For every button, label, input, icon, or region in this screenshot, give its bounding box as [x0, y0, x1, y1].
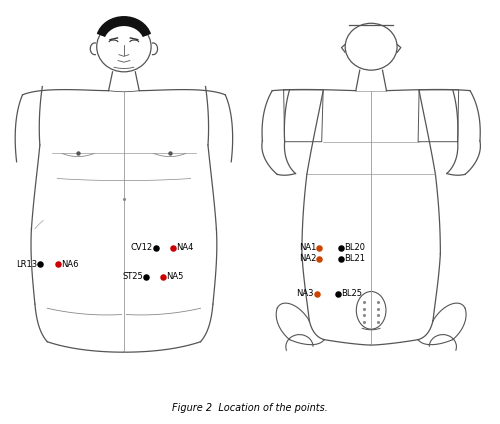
Point	[360, 298, 368, 305]
Point	[160, 273, 168, 280]
Point	[338, 256, 345, 262]
Point	[360, 305, 368, 312]
Point	[374, 312, 382, 319]
Point	[120, 196, 128, 203]
Point	[360, 312, 368, 319]
Point	[315, 256, 323, 262]
Text: ST25: ST25	[122, 272, 143, 282]
Text: BL21: BL21	[344, 254, 366, 263]
Point	[166, 150, 174, 157]
Point	[338, 244, 345, 251]
Point	[152, 244, 160, 251]
Point	[374, 319, 382, 326]
Point	[374, 298, 382, 305]
Point	[315, 244, 323, 251]
Point	[36, 261, 44, 268]
Point	[142, 273, 150, 280]
Text: NA1: NA1	[299, 243, 316, 252]
Point	[334, 290, 342, 297]
Text: NA5: NA5	[166, 272, 184, 282]
Point	[74, 150, 82, 157]
Point	[374, 305, 382, 312]
Text: CV12: CV12	[131, 243, 153, 252]
Point	[54, 261, 62, 268]
Text: NA4: NA4	[176, 243, 194, 252]
Text: Figure 2  Location of the points.: Figure 2 Location of the points.	[172, 403, 328, 413]
Text: NA6: NA6	[61, 260, 78, 269]
Text: BL20: BL20	[344, 243, 366, 252]
Text: LR13: LR13	[16, 260, 37, 269]
Text: BL25: BL25	[341, 289, 362, 298]
Text: NA2: NA2	[299, 254, 316, 263]
Point	[360, 319, 368, 326]
Point	[170, 244, 177, 251]
Point	[313, 290, 321, 297]
Text: NA3: NA3	[296, 289, 314, 298]
